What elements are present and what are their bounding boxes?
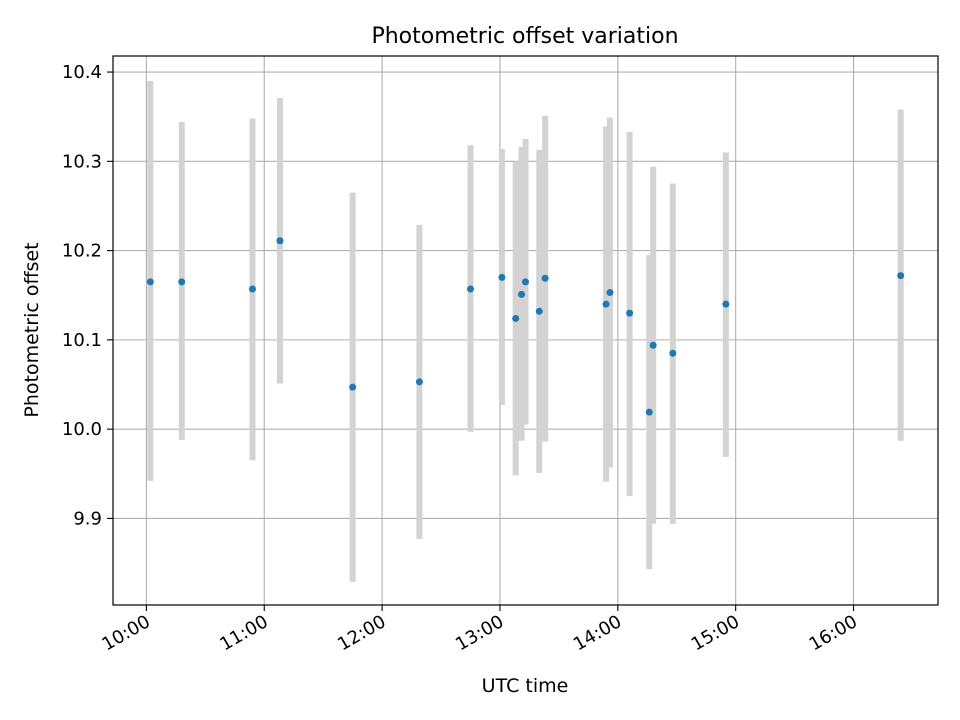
plot-frame	[112, 55, 939, 606]
data-point	[522, 278, 529, 286]
data-point	[467, 285, 474, 293]
x-tick-label: 16:00	[806, 611, 861, 655]
y-axis-ticks: 9.9 10.0 10.1 10.2 10.3 10.4	[62, 62, 113, 529]
error-bars	[147, 80, 904, 582]
x-tick-label: 15:00	[688, 611, 743, 655]
y-tick-label: 10.3	[62, 151, 102, 172]
data-point	[626, 309, 634, 317]
chart-title: Photometric offset variation	[371, 24, 678, 49]
x-axis-label: UTC time	[482, 675, 569, 697]
y-axis-label: Photometric offset	[21, 242, 43, 417]
x-tick-label: 14:00	[570, 611, 625, 655]
data-point	[722, 300, 730, 308]
data-point	[606, 289, 614, 297]
data-point	[276, 237, 284, 245]
x-tick-label: 11:00	[216, 611, 271, 655]
y-tick-label: 10.4	[62, 62, 102, 83]
data-point	[178, 278, 186, 286]
data-point	[669, 349, 677, 357]
data-point	[349, 383, 357, 391]
data-point	[498, 273, 506, 281]
x-axis-ticks: 10:00 11:00 12:00 13:00 14:00 15:00 16:00	[98, 605, 861, 655]
y-tick-label: 10.0	[62, 419, 102, 440]
data-point	[649, 341, 657, 349]
data-point	[535, 307, 543, 315]
data-point	[897, 272, 905, 280]
data-point	[645, 408, 653, 416]
data-points	[146, 237, 905, 416]
y-tick-label: 9.9	[73, 508, 102, 529]
data-point	[248, 285, 256, 293]
x-tick-label: 13:00	[452, 611, 507, 655]
data-point	[415, 378, 423, 386]
data-point	[541, 274, 549, 282]
x-tick-label: 10:00	[98, 611, 153, 655]
data-point	[602, 300, 610, 308]
data-point	[512, 314, 520, 322]
x-tick-label: 12:00	[334, 611, 389, 655]
data-point	[518, 290, 526, 298]
y-tick-label: 10.2	[62, 241, 102, 262]
data-point	[146, 278, 154, 286]
y-tick-label: 10.1	[62, 330, 102, 351]
